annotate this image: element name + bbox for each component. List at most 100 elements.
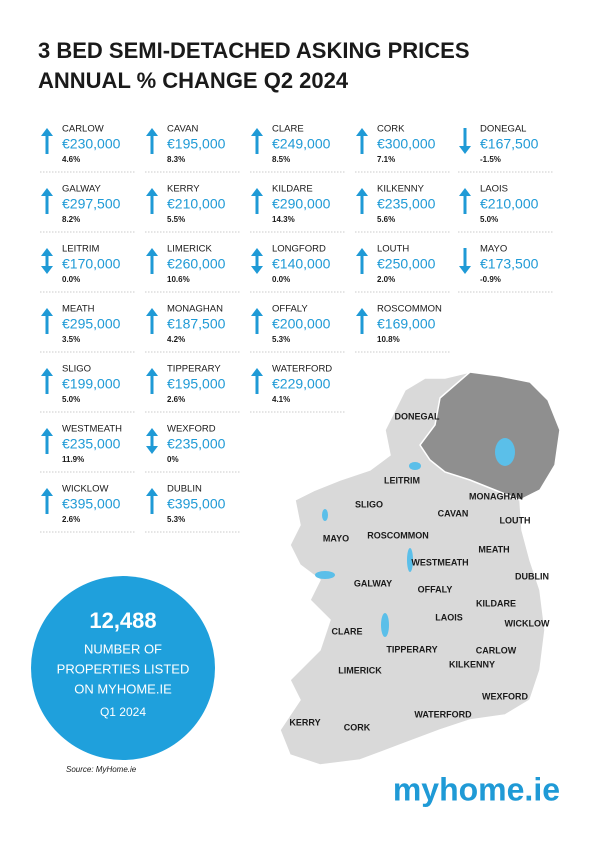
- map-label: CLARE: [332, 626, 363, 636]
- change: 2.6%: [167, 395, 185, 404]
- map-label: KILKENNY: [449, 659, 495, 669]
- arrow: [41, 488, 53, 514]
- price: €173,500: [480, 256, 539, 272]
- arrow: [146, 488, 158, 514]
- map-label: LIMERICK: [338, 665, 382, 675]
- county-name: DUBLIN: [167, 484, 202, 495]
- change: 5.6%: [377, 215, 395, 224]
- source: Source: MyHome.ie: [66, 765, 137, 774]
- price: €169,000: [377, 316, 436, 332]
- stat-text: ON MYHOME.IE: [74, 681, 172, 696]
- map-label: LEITRIM: [384, 475, 420, 485]
- map-label: LOUTH: [500, 515, 531, 525]
- change: -1.5%: [480, 155, 501, 164]
- map-label: OFFALY: [418, 584, 453, 594]
- stat-value: 12,488: [89, 608, 156, 633]
- county-name: WESTMEATH: [62, 424, 122, 435]
- arrow: [251, 188, 263, 214]
- price: €229,000: [272, 376, 331, 392]
- change: 5.5%: [167, 215, 185, 224]
- stat-circle: [31, 576, 215, 760]
- price: €140,000: [272, 256, 331, 272]
- county-name: CORK: [377, 124, 405, 135]
- arrow: [146, 308, 158, 334]
- map-label: MONAGHAN: [469, 491, 523, 501]
- arrow: [459, 188, 471, 214]
- county-name: WATERFORD: [272, 364, 332, 375]
- arrow: [356, 308, 368, 334]
- arrow: [41, 308, 53, 334]
- county-name: SLIGO: [62, 364, 91, 375]
- map-label: CORK: [344, 722, 371, 732]
- county-name: KILDARE: [272, 184, 313, 195]
- arrow: [146, 428, 158, 454]
- change: 10.6%: [167, 275, 190, 284]
- arrow: [41, 188, 53, 214]
- county-name: MONAGHAN: [167, 304, 223, 315]
- price: €295,000: [62, 316, 121, 332]
- price: €395,000: [167, 496, 226, 512]
- county-name: WEXFORD: [167, 424, 216, 435]
- change: 4.6%: [62, 155, 80, 164]
- county-name: LIMERICK: [167, 244, 213, 255]
- price: €290,000: [272, 196, 331, 212]
- arrow: [146, 128, 158, 154]
- change: 3.5%: [62, 335, 80, 344]
- change: 10.8%: [377, 335, 400, 344]
- arrow: [251, 368, 263, 394]
- change: 4.1%: [272, 395, 290, 404]
- county-name: KERRY: [167, 184, 200, 195]
- map: DONEGAL LEITRIM MONAGHAN SLIGO CAVAN LOUTH MAY…: [279, 371, 561, 766]
- county-name: MEATH: [62, 304, 95, 315]
- change: -0.9%: [480, 275, 501, 284]
- map-label: GALWAY: [354, 578, 392, 588]
- change: 11.9%: [62, 455, 84, 464]
- price: €260,000: [167, 256, 226, 272]
- price: €235,000: [377, 196, 436, 212]
- price: €187,500: [167, 316, 226, 332]
- county-name: DONEGAL: [480, 124, 526, 135]
- lake: [495, 438, 515, 466]
- price: €200,000: [272, 316, 331, 332]
- map-label: ROSCOMMON: [367, 530, 429, 540]
- stat-text: PROPERTIES LISTED: [57, 661, 190, 676]
- price: €395,000: [62, 496, 121, 512]
- change: 8.3%: [167, 155, 185, 164]
- arrow: [251, 308, 263, 334]
- county-name: MAYO: [480, 244, 507, 255]
- arrow: [41, 248, 53, 274]
- change: 7.1%: [377, 155, 395, 164]
- county-name: CAVAN: [167, 124, 198, 135]
- lake: [322, 509, 328, 521]
- county-name: LEITRIM: [62, 244, 100, 255]
- change: 5.3%: [167, 515, 185, 524]
- change: 2.6%: [62, 515, 80, 524]
- arrow: [251, 128, 263, 154]
- change: 8.5%: [272, 155, 290, 164]
- change: 8.2%: [62, 215, 80, 224]
- map-label: CAVAN: [438, 508, 469, 518]
- change: 0.0%: [62, 275, 80, 284]
- map-label: KILDARE: [476, 598, 516, 608]
- county-name: GALWAY: [62, 184, 102, 195]
- lake: [409, 462, 421, 470]
- price: €195,000: [167, 376, 226, 392]
- change: 0%: [167, 455, 179, 464]
- change: 5.3%: [272, 335, 290, 344]
- county-name: WICKLOW: [62, 484, 108, 495]
- county-name: LOUTH: [377, 244, 409, 255]
- arrow: [356, 128, 368, 154]
- county-name: LONGFORD: [272, 244, 326, 255]
- county-name: LAOIS: [480, 184, 508, 195]
- arrow: [146, 248, 158, 274]
- county-name: CLARE: [272, 124, 304, 135]
- map-label: WEXFORD: [482, 691, 528, 701]
- price: €235,000: [167, 436, 226, 452]
- map-label: WESTMEATH: [411, 557, 468, 567]
- arrow: [459, 128, 471, 154]
- price: €230,000: [62, 136, 121, 152]
- arrow: [251, 248, 263, 274]
- arrow: [459, 248, 471, 274]
- title: 3 BED SEMI-DETACHED ASKING PRICES: [38, 38, 470, 63]
